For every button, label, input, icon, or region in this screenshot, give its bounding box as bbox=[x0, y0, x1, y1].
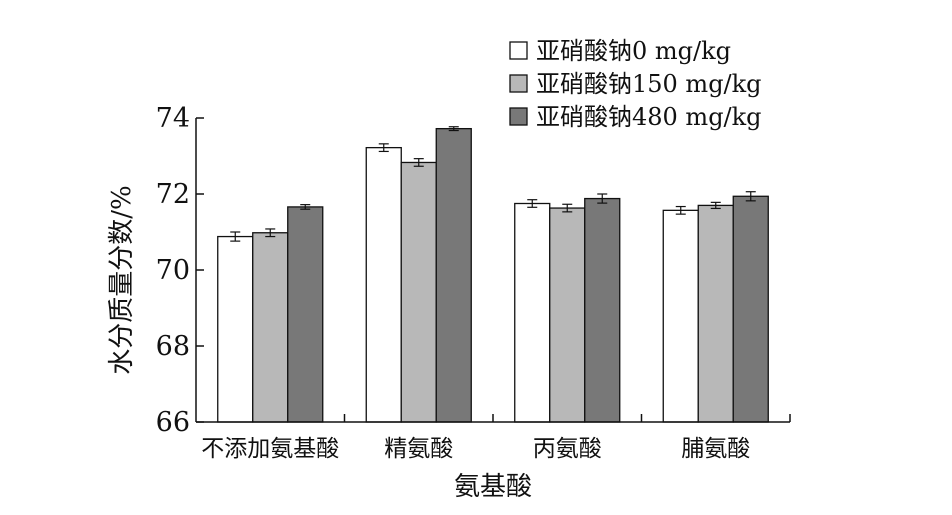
legend-swatch bbox=[509, 41, 528, 60]
x-tick-label: 精氨酸 bbox=[384, 436, 453, 462]
legend-swatch bbox=[509, 107, 528, 126]
bar bbox=[697, 204, 734, 423]
y-tick-label: 72 bbox=[156, 179, 190, 210]
bar bbox=[365, 146, 402, 423]
y-tick-label: 74 bbox=[156, 103, 190, 134]
bar bbox=[732, 195, 769, 423]
y-ticks: 66 68 70 72 74 bbox=[156, 103, 204, 438]
bar bbox=[549, 207, 586, 423]
x-tick-label: 不添加氨基酸 bbox=[201, 436, 339, 462]
bar bbox=[217, 235, 254, 423]
bar bbox=[662, 209, 699, 423]
y-tick-label: 70 bbox=[156, 255, 190, 286]
y-axis-label: 水分质量分数/% bbox=[107, 185, 137, 374]
legend: 亚硝酸钠0 mg/kg 亚硝酸钠150 mg/kg 亚硝酸钠480 mg/kg bbox=[509, 37, 762, 131]
x-ticks: 不添加氨基酸 精氨酸 丙氨酸 脯氨酸 bbox=[201, 414, 791, 462]
x-tick-label: 脯氨酸 bbox=[681, 436, 750, 462]
bar bbox=[400, 161, 437, 423]
bar bbox=[435, 127, 472, 423]
y-tick-label: 68 bbox=[156, 331, 190, 362]
bar-group bbox=[217, 126, 769, 423]
bar bbox=[514, 202, 551, 423]
x-tick-label: 丙氨酸 bbox=[533, 436, 602, 462]
legend-label: 亚硝酸钠150 mg/kg bbox=[536, 70, 762, 98]
y-tick-label: 66 bbox=[156, 407, 190, 438]
legend-label: 亚硝酸钠0 mg/kg bbox=[536, 37, 731, 65]
legend-swatch bbox=[509, 74, 528, 93]
bar bbox=[584, 197, 621, 423]
bar bbox=[287, 206, 324, 423]
bar bbox=[252, 232, 289, 423]
legend-label: 亚硝酸钠480 mg/kg bbox=[536, 103, 762, 131]
x-axis-label: 氨基酸 bbox=[454, 472, 532, 502]
